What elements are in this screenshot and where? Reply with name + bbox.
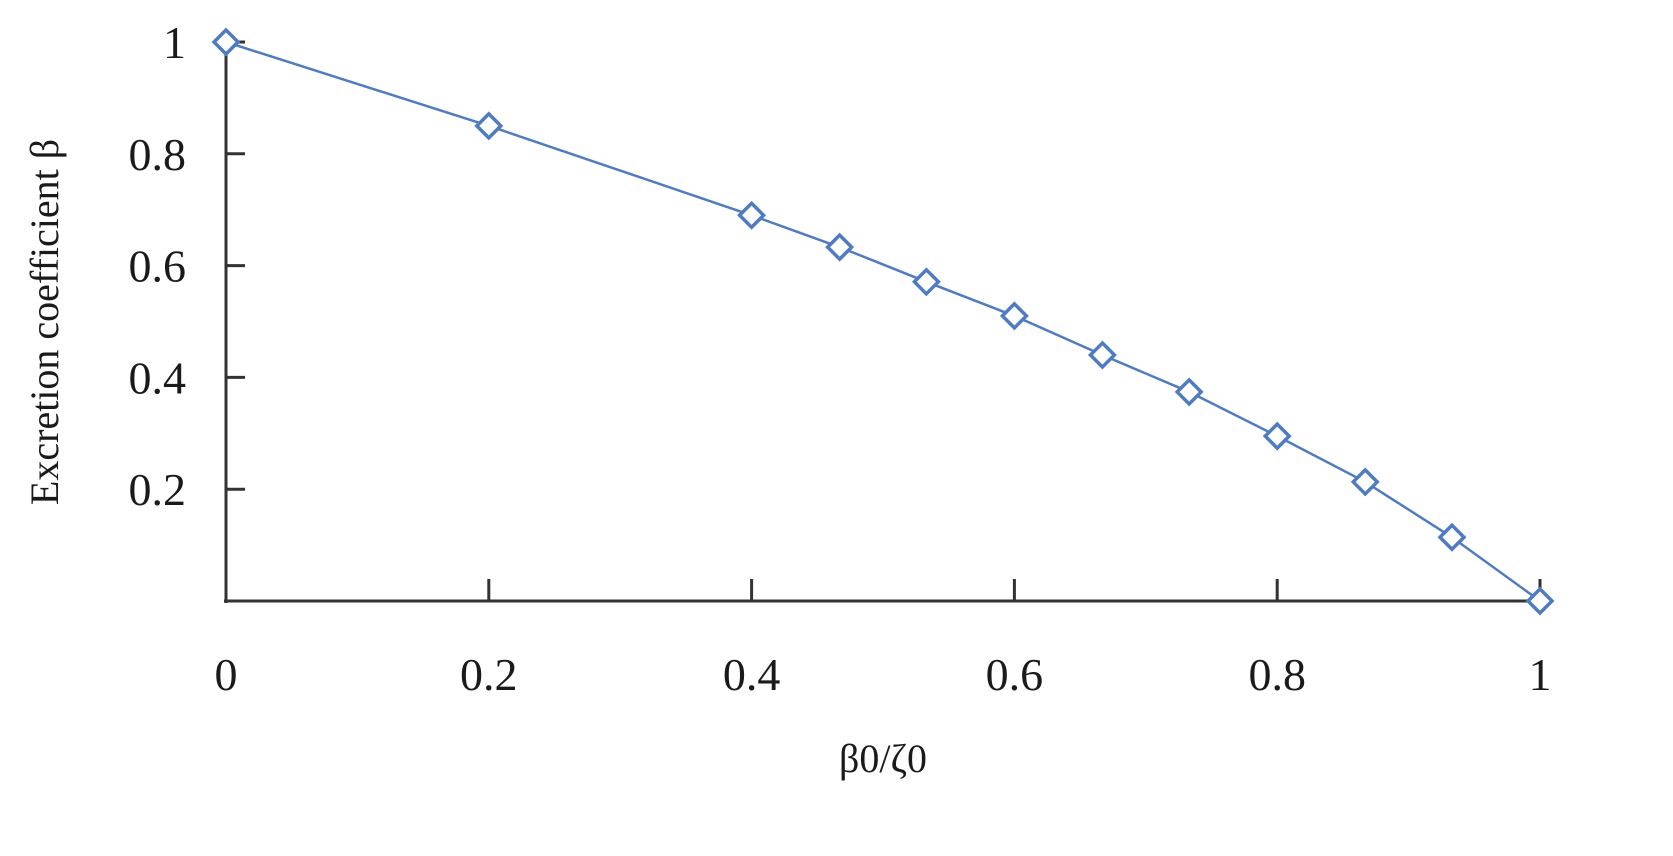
x-tick-label: 1 xyxy=(1529,649,1552,700)
data-point-diamond-marker xyxy=(1350,467,1380,497)
x-tick-label: 0.8 xyxy=(1248,649,1306,700)
x-ticks: 0 0.2 0.4 0.6 0.8 1 xyxy=(215,579,1552,700)
y-tick-label: 0.6 xyxy=(129,241,187,292)
x-tick-label: 0.2 xyxy=(460,649,518,700)
data-point-diamond-marker xyxy=(911,267,941,297)
x-tick-label: 0.6 xyxy=(986,649,1044,700)
series-line xyxy=(225,40,1541,603)
data-point-diamond-marker xyxy=(474,111,504,141)
data-point-diamond-marker xyxy=(211,27,241,57)
y-ticks: 0.2 0.4 0.6 0.8 1 xyxy=(129,17,245,515)
x-axis-title: β0/ζ0 xyxy=(839,736,927,781)
data-point-diamond-marker xyxy=(1437,522,1467,552)
x-tick-label: 0 xyxy=(215,649,238,700)
x-tick-label: 0.4 xyxy=(723,649,781,700)
data-point-diamond-marker xyxy=(1262,421,1292,451)
series-layer xyxy=(211,27,1555,616)
y-tick-label: 0.2 xyxy=(129,464,187,515)
data-point-diamond-marker xyxy=(825,232,855,262)
data-point-diamond-marker xyxy=(737,200,767,230)
y-axis-title: Excretion coefficient β xyxy=(22,139,67,505)
data-point-diamond-marker xyxy=(1525,586,1555,616)
data-point-diamond-marker xyxy=(1174,377,1204,407)
y-tick-label: 1 xyxy=(163,17,186,68)
y-tick-label: 0.4 xyxy=(129,352,187,403)
y-tick-label: 0.8 xyxy=(129,129,187,180)
axes xyxy=(224,42,1540,603)
data-point-diamond-marker xyxy=(999,301,1029,331)
data-point-diamond-marker xyxy=(1087,340,1117,370)
